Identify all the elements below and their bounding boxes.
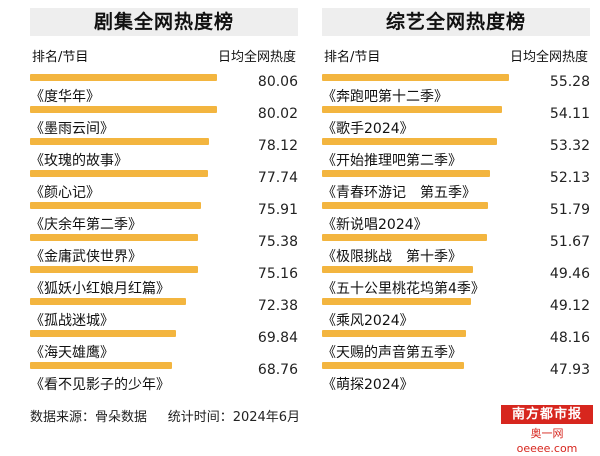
drama-bar [30, 266, 198, 273]
variety-category-label: 《五十公里桃花坞第4季》 [322, 281, 485, 297]
variety-row: 51.67 《极限挑战 第十季》 [322, 232, 590, 265]
drama-row: 69.84 《海天雄鹰》 [30, 328, 298, 361]
variety-value-label: 55.28 [549, 74, 590, 90]
variety-header-rank: 排名/节目 [324, 50, 381, 65]
drama-bar [30, 330, 177, 337]
variety-bar [322, 106, 502, 113]
drama-header-rank: 排名/节目 [32, 50, 89, 65]
variety-bar [322, 74, 509, 81]
variety-row: 49.12 《乘风2024》 [322, 296, 590, 329]
variety-value-label: 49.46 [549, 266, 590, 282]
drama-bar [30, 298, 187, 305]
drama-value-label: 80.02 [257, 106, 298, 122]
variety-bar [322, 234, 487, 241]
variety-category-label: 《奔跑吧第十二季》 [322, 89, 448, 105]
drama-value-label: 68.76 [257, 362, 298, 378]
variety-row: 54.11 《歌手2024》 [322, 104, 590, 137]
drama-category-label: 《度华年》 [30, 89, 100, 105]
drama-bar [30, 234, 199, 241]
variety-header-value: 日均全网热度 [509, 50, 588, 65]
variety-row: 55.28 《奔跑吧第十二季》 [322, 72, 590, 105]
variety-category-label: 《开始推理吧第二季》 [322, 153, 462, 169]
drama-category-label: 《玫瑰的故事》 [30, 153, 128, 169]
drama-category-label: 《海天雄鹰》 [30, 345, 114, 361]
drama-value-label: 69.84 [257, 330, 298, 346]
drama-row: 80.02 《墨雨云间》 [30, 104, 298, 137]
drama-row: 80.06 《度华年》 [30, 72, 298, 105]
drama-row: 77.74 《颜心记》 [30, 168, 298, 201]
variety-row: 51.79 《新说唱2024》 [322, 200, 590, 233]
variety-chart-title: 综艺全网热度榜 [322, 8, 590, 36]
drama-row: 72.38 《孤战迷城》 [30, 296, 298, 329]
drama-value-label: 75.16 [257, 266, 298, 282]
variety-value-label: 48.16 [549, 330, 590, 346]
drama-row: 78.12 《玫瑰的故事》 [30, 136, 298, 169]
drama-row: 75.38 《金庸武侠世界》 [30, 232, 298, 265]
drama-header-value: 日均全网热度 [217, 50, 296, 65]
variety-row: 49.46 《五十公里桃花坞第4季》 [322, 264, 590, 297]
drama-bar [30, 138, 210, 145]
drama-row: 75.91 《庆余年第二季》 [30, 200, 298, 233]
variety-header-row: 排名/节目 日均全网热度 [322, 44, 590, 66]
variety-bar [322, 362, 465, 369]
newspaper-logo: 南方都市报 奥一网oeeee.com [501, 405, 593, 455]
drama-category-label: 《庆余年第二季》 [30, 217, 142, 233]
variety-bar [322, 298, 472, 305]
footer: 数据来源：骨朵数据 统计时间：2024年6月 [30, 406, 300, 425]
variety-category-label: 《乘风2024》 [322, 313, 414, 329]
variety-category-label: 《萌探2024》 [322, 377, 414, 393]
footer-spacer [151, 410, 163, 425]
variety-bar [322, 266, 474, 273]
drama-bar [30, 170, 208, 177]
variety-row: 48.16 《天赐的声音第五季》 [322, 328, 590, 361]
variety-category-label: 《青春环游记 第五季》 [322, 185, 476, 201]
variety-row: 53.32 《开始推理吧第二季》 [322, 136, 590, 169]
drama-category-label: 《金庸武侠世界》 [30, 249, 142, 265]
drama-value-label: 75.38 [257, 234, 298, 250]
drama-bar [30, 74, 217, 81]
variety-category-label: 《新说唱2024》 [322, 217, 428, 233]
drama-header-row: 排名/节目 日均全网热度 [30, 44, 298, 66]
drama-value-label: 78.12 [257, 138, 298, 154]
variety-value-label: 53.32 [549, 138, 590, 154]
drama-bar [30, 106, 217, 113]
drama-row: 68.76 《看不见影子的少年》 [30, 360, 298, 393]
drama-category-label: 《看不见影子的少年》 [30, 377, 170, 393]
variety-row: 47.93 《萌探2024》 [322, 360, 590, 393]
variety-bar [322, 330, 466, 337]
variety-category-label: 《歌手2024》 [322, 121, 414, 137]
variety-value-label: 52.13 [549, 170, 590, 186]
drama-chart-title: 剧集全网热度榜 [30, 8, 298, 36]
variety-bar [322, 138, 498, 145]
variety-bar [322, 170, 490, 177]
variety-bar [322, 202, 488, 209]
variety-value-label: 49.12 [549, 298, 590, 314]
variety-category-label: 《极限挑战 第十季》 [322, 249, 462, 265]
drama-category-label: 《墨雨云间》 [30, 121, 114, 137]
logo-wordmark: 南方都市报 [501, 405, 593, 424]
variety-bar-list: 55.28 《奔跑吧第十二季》 54.11 《歌手2024》 53.32 《开始推理吧第二… [322, 72, 590, 393]
drama-bar [30, 202, 201, 209]
variety-row: 52.13 《青春环游记 第五季》 [322, 168, 590, 201]
drama-value-label: 72.38 [257, 298, 298, 314]
drama-row: 75.16 《狐妖小红娘月红篇》 [30, 264, 298, 297]
drama-category-label: 《狐妖小红娘月红篇》 [30, 281, 170, 297]
drama-chart-panel: 剧集全网热度榜 排名/节目 日均全网热度 80.06 《度华年》 80.02 《墨雨云… [30, 8, 298, 393]
stat-time-note: 统计时间：2024年6月 [167, 410, 301, 425]
data-source-note: 数据来源：骨朵数据 [30, 410, 148, 425]
drama-category-label: 《颜心记》 [30, 185, 100, 201]
variety-value-label: 47.93 [549, 362, 590, 378]
logo-url: 奥一网oeeee.com [516, 427, 578, 455]
variety-value-label: 51.79 [549, 202, 590, 218]
variety-value-label: 54.11 [549, 106, 590, 122]
drama-value-label: 80.06 [257, 74, 298, 90]
drama-value-label: 77.74 [257, 170, 298, 186]
drama-bar-list: 80.06 《度华年》 80.02 《墨雨云间》 78.12 《玫瑰的故事》 77.74 《颜… [30, 72, 298, 393]
variety-category-label: 《天赐的声音第五季》 [322, 345, 462, 361]
drama-bar [30, 362, 173, 369]
variety-value-label: 51.67 [549, 234, 590, 250]
drama-category-label: 《孤战迷城》 [30, 313, 114, 329]
drama-value-label: 75.91 [257, 202, 298, 218]
variety-chart-panel: 综艺全网热度榜 排名/节目 日均全网热度 55.28 《奔跑吧第十二季》 54.11… [322, 8, 590, 393]
